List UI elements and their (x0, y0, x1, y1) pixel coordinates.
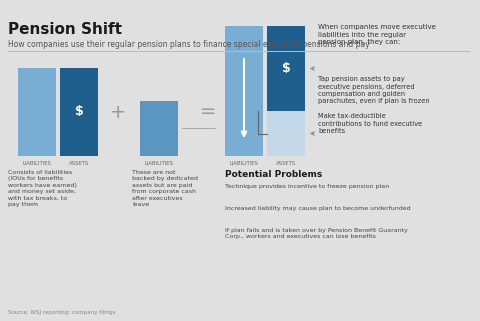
Text: $: $ (282, 62, 290, 75)
Text: Tap pension assets to pay
executive pensions, deferred
compensation and golden
p: Tap pension assets to pay executive pens… (318, 76, 430, 105)
Text: Consists of liabilities
(IOUs for benefits
workers have earned)
and money set as: Consists of liabilities (IOUs for benefi… (8, 170, 77, 207)
Text: +: + (110, 102, 126, 122)
Bar (8, 51, 470, 52)
Bar (225, 26, 263, 156)
Text: Technique provides incentive to freeze pension plan: Technique provides incentive to freeze p… (225, 184, 389, 189)
Bar (267, 26, 305, 111)
Text: ASSETS: ASSETS (69, 161, 89, 166)
Text: =: = (200, 102, 216, 122)
Text: When companies move executive
liabilities into the regular
pension plan, they ca: When companies move executive liabilitie… (318, 24, 436, 45)
Text: LIABILITIES: LIABILITIES (144, 161, 173, 166)
Bar (60, 68, 98, 156)
Text: Source: WSJ reporting; company filings: Source: WSJ reporting; company filings (8, 310, 116, 315)
Text: How companies use their regular pension plans to finance special executive pensi: How companies use their regular pension … (8, 40, 370, 49)
Text: LIABILITIES: LIABILITIES (229, 161, 258, 166)
Text: Potential Problems: Potential Problems (225, 170, 322, 179)
Bar (18, 68, 56, 156)
Text: $: $ (74, 106, 84, 118)
Bar (267, 111, 305, 156)
Text: LIABILITIES: LIABILITIES (23, 161, 51, 166)
Text: These are not
backed by dedicated
assets but are paid
from corporate cash
after : These are not backed by dedicated assets… (132, 170, 198, 207)
Text: If plan fails and is taken over by Pension Benefit Guaranty
Corp., workers and e: If plan fails and is taken over by Pensi… (225, 228, 408, 239)
Text: ASSETS: ASSETS (276, 161, 296, 166)
Bar (140, 101, 178, 156)
Text: Pension Shift: Pension Shift (8, 22, 122, 37)
Text: Increased liability may cause plan to become underfunded: Increased liability may cause plan to be… (225, 206, 410, 211)
Text: Make tax-deductible
contributions to fund executive
benefits: Make tax-deductible contributions to fun… (318, 113, 422, 134)
